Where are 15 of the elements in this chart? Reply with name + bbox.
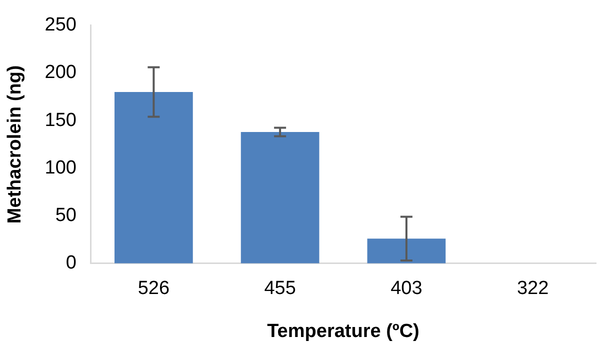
x-tick-label: 322 xyxy=(516,278,549,300)
y-tick-label: 250 xyxy=(44,14,76,36)
bar xyxy=(240,132,320,264)
y-tick-label: 50 xyxy=(55,205,76,226)
y-axis-title: Methacrolein (ng) xyxy=(4,65,26,224)
y-tick-label: 150 xyxy=(44,110,76,131)
x-tick-label: 455 xyxy=(264,278,296,300)
x-tick-label: 526 xyxy=(138,278,170,300)
bar xyxy=(367,238,446,264)
y-tick-label: 200 xyxy=(44,62,76,84)
y-tick-label: 100 xyxy=(44,157,76,178)
x-axis-title: Temperature (ºC) xyxy=(267,320,420,342)
x-tick-label: 403 xyxy=(390,278,422,300)
y-tick-label: 0 xyxy=(66,252,76,274)
bar xyxy=(114,92,193,264)
